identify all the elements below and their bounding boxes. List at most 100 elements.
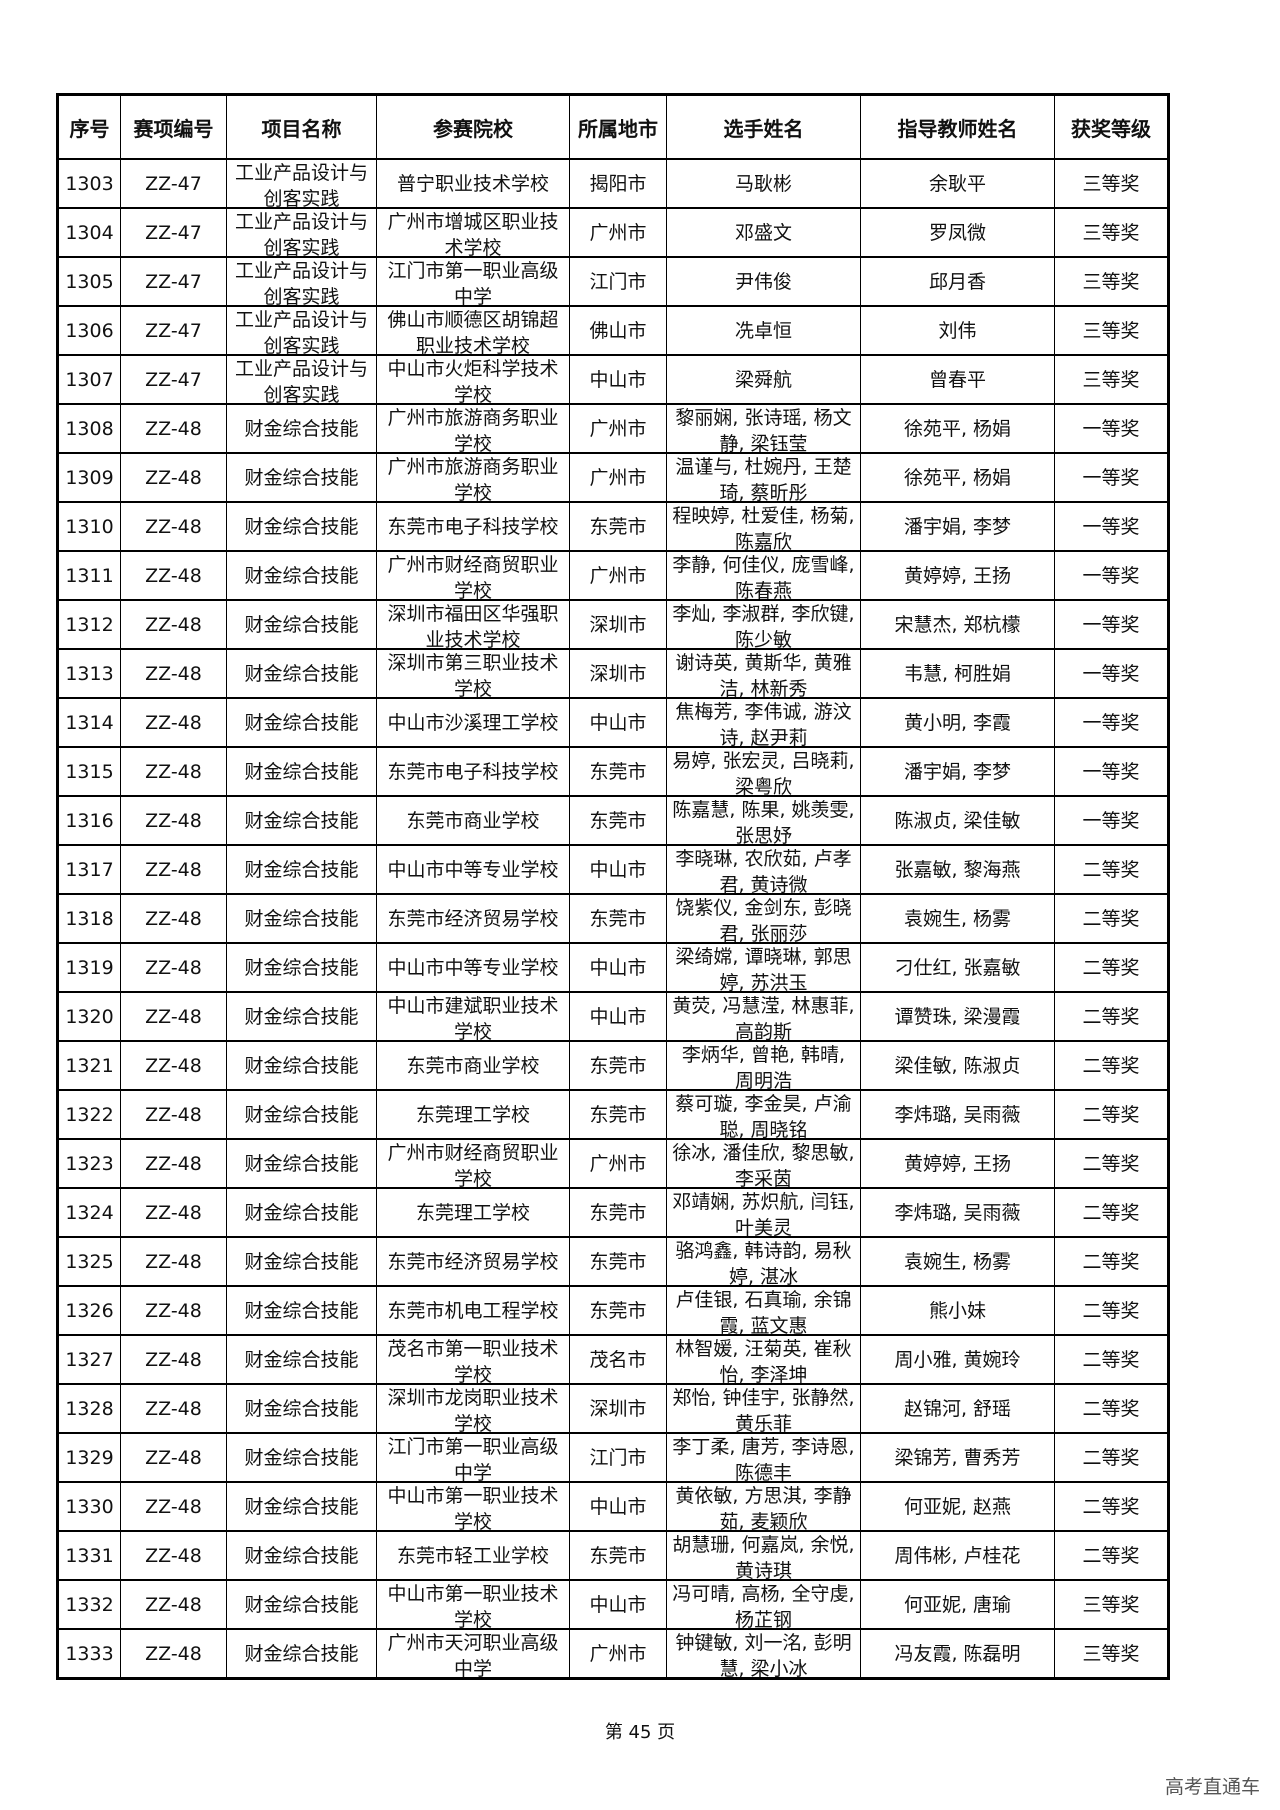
cell-award-level: 二等奖 <box>1054 1334 1169 1385</box>
cell-award-level: 一等奖 <box>1054 501 1169 552</box>
cell-seq: 1309 <box>57 452 121 503</box>
cell-project-name: 财金综合技能 <box>226 1040 377 1091</box>
table-row: 1311 ZZ-48 财金综合技能 广州市财经商贸职业学校 广州市 李静, 何佳仪, 庞雪… <box>57 550 1169 601</box>
event-code-text: ZZ-48 <box>145 809 202 832</box>
school-text: 深圳市福田区华强职业技术学校 <box>387 603 559 648</box>
award-level-text: 三等奖 <box>1082 172 1140 195</box>
cell-school: 广州市旅游商务职业学校 <box>376 452 570 503</box>
instructors-text: 黄婷婷, 王扬 <box>903 1152 1012 1175</box>
seq-text: 1310 <box>65 515 114 538</box>
cell-award-level: 二等奖 <box>1054 991 1169 1042</box>
cell-project-name: 财金综合技能 <box>226 1138 377 1189</box>
cell-event-code: ZZ-48 <box>120 1481 227 1532</box>
cell-event-code: ZZ-48 <box>120 550 227 601</box>
school-text: 广州市旅游商务职业学校 <box>387 407 559 452</box>
cell-instructors: 徐苑平, 杨娟 <box>860 403 1055 454</box>
cell-project-name: 财金综合技能 <box>226 1481 377 1532</box>
cell-project-name: 工业产品设计与创客实践 <box>226 158 377 209</box>
table-row: 1319 ZZ-48 财金综合技能 中山市中等专业学校 中山市 梁绮嫦, 谭晓琳, 郭思婷… <box>57 942 1169 993</box>
cell-contestants: 林智媛, 汪菊英, 崔秋怡, 李泽坤 <box>666 1334 861 1385</box>
cell-instructors: 赵锦河, 舒瑶 <box>860 1383 1055 1434</box>
city-text: 广州市 <box>589 564 647 587</box>
event-code-text: ZZ-48 <box>145 907 202 930</box>
city-text: 中山市 <box>589 956 647 979</box>
cell-award-level: 一等奖 <box>1054 697 1169 748</box>
school-text: 中山市第一职业技术学校 <box>387 1485 559 1530</box>
table-header-row: 序号 赛项编号 项目名称 参赛院校 所属地市 选手姓名 指导教师姓名 获奖等级 <box>57 94 1169 160</box>
city-text: 东莞市 <box>589 809 647 832</box>
project-name-text: 工业产品设计与创客实践 <box>234 309 368 354</box>
cell-seq: 1320 <box>57 991 121 1042</box>
cell-instructors: 梁锦芳, 曹秀芳 <box>860 1432 1055 1483</box>
cell-school: 东莞理工学校 <box>376 1089 570 1140</box>
seq-text: 1316 <box>65 809 114 832</box>
cell-award-level: 三等奖 <box>1054 158 1169 209</box>
city-text: 揭阳市 <box>589 172 647 195</box>
event-code-text: ZZ-48 <box>145 1348 202 1371</box>
cell-project-name: 财金综合技能 <box>226 599 377 650</box>
cell-award-level: 二等奖 <box>1054 844 1169 895</box>
instructors-text: 潘宇娟, 李梦 <box>903 515 1012 538</box>
award-level-text: 三等奖 <box>1082 319 1140 342</box>
project-name-text: 财金综合技能 <box>244 1397 359 1420</box>
cell-seq: 1326 <box>57 1285 121 1336</box>
instructors-text: 冯友霞, 陈磊明 <box>894 1642 1021 1665</box>
school-text: 深圳市龙岗职业技术学校 <box>387 1387 559 1432</box>
cell-school: 东莞市机电工程学校 <box>376 1285 570 1336</box>
cell-project-name: 财金综合技能 <box>226 893 377 944</box>
cell-seq: 1305 <box>57 256 121 307</box>
cell-seq: 1324 <box>57 1187 121 1238</box>
cell-contestants: 冼卓恒 <box>666 305 861 356</box>
city-text: 中山市 <box>589 711 647 734</box>
cell-instructors: 刁仕红, 张嘉敏 <box>860 942 1055 993</box>
cell-school: 深圳市龙岗职业技术学校 <box>376 1383 570 1434</box>
school-text: 中山市建斌职业技术学校 <box>387 995 559 1040</box>
seq-text: 1327 <box>65 1348 114 1371</box>
cell-contestants: 饶紫仪, 金剑东, 彭晓君, 张丽莎 <box>666 893 861 944</box>
table-row: 1315 ZZ-48 财金综合技能 东莞市电子科技学校 东莞市 易婷, 张宏灵, 吕晓莉,… <box>57 746 1169 797</box>
cell-award-level: 二等奖 <box>1054 893 1169 944</box>
seq-text: 1305 <box>65 270 114 293</box>
cell-city: 东莞市 <box>569 501 667 552</box>
contestants-text: 邓靖娴, 苏炽航, 闫钰, 叶美灵 <box>672 1191 855 1236</box>
city-text: 深圳市 <box>589 1397 647 1420</box>
city-text: 东莞市 <box>589 907 647 930</box>
city-text: 茂名市 <box>589 1348 647 1371</box>
cell-city: 中山市 <box>569 354 667 405</box>
school-text: 东莞市轻工业学校 <box>396 1544 549 1567</box>
instructors-text: 张嘉敏, 黎海燕 <box>894 858 1021 881</box>
seq-text: 1319 <box>65 956 114 979</box>
cell-contestants: 卢佳银, 石真瑜, 余锦霞, 蓝文惠 <box>666 1285 861 1336</box>
table-row: 1310 ZZ-48 财金综合技能 东莞市电子科技学校 东莞市 程映婷, 杜爱佳, 杨菊,… <box>57 501 1169 552</box>
project-name-text: 财金综合技能 <box>244 809 359 832</box>
cell-instructors: 周小雅, 黄婉玲 <box>860 1334 1055 1385</box>
cell-contestants: 胡慧珊, 何嘉岚, 余悦, 黄诗琪 <box>666 1530 861 1581</box>
cell-award-level: 二等奖 <box>1054 1236 1169 1287</box>
project-name-text: 财金综合技能 <box>244 760 359 783</box>
instructors-text: 刘伟 <box>938 319 977 342</box>
cell-event-code: ZZ-48 <box>120 403 227 454</box>
cell-event-code: ZZ-47 <box>120 207 227 258</box>
school-text: 广州市财经商贸职业学校 <box>387 1142 559 1187</box>
event-code-text: ZZ-48 <box>145 662 202 685</box>
award-level-text: 二等奖 <box>1082 1348 1140 1371</box>
cell-school: 广州市天河职业高级中学 <box>376 1628 570 1680</box>
city-text: 东莞市 <box>589 1299 647 1322</box>
project-name-text: 财金综合技能 <box>244 1005 359 1028</box>
cell-seq: 1331 <box>57 1530 121 1581</box>
cell-project-name: 财金综合技能 <box>226 550 377 601</box>
school-text: 东莞市商业学校 <box>406 809 540 832</box>
cell-school: 东莞市商业学校 <box>376 1040 570 1091</box>
cell-contestants: 钟键敏, 刘一洺, 彭明慧, 梁小冰 <box>666 1628 861 1680</box>
project-name-text: 工业产品设计与创客实践 <box>234 211 368 256</box>
table-row: 1323 ZZ-48 财金综合技能 广州市财经商贸职业学校 广州市 徐冰, 潘佳欣, 黎思… <box>57 1138 1169 1189</box>
award-level-text: 三等奖 <box>1082 368 1140 391</box>
seq-text: 1331 <box>65 1544 114 1567</box>
event-code-text: ZZ-48 <box>145 515 202 538</box>
cell-seq: 1307 <box>57 354 121 405</box>
instructors-text: 梁佳敏, 陈淑贞 <box>894 1054 1021 1077</box>
event-code-text: ZZ-48 <box>145 1005 202 1028</box>
project-name-text: 财金综合技能 <box>244 907 359 930</box>
table-row: 1308 ZZ-48 财金综合技能 广州市旅游商务职业学校 广州市 黎丽娴, 张诗瑶, 杨… <box>57 403 1169 454</box>
award-level-text: 二等奖 <box>1082 1544 1140 1567</box>
